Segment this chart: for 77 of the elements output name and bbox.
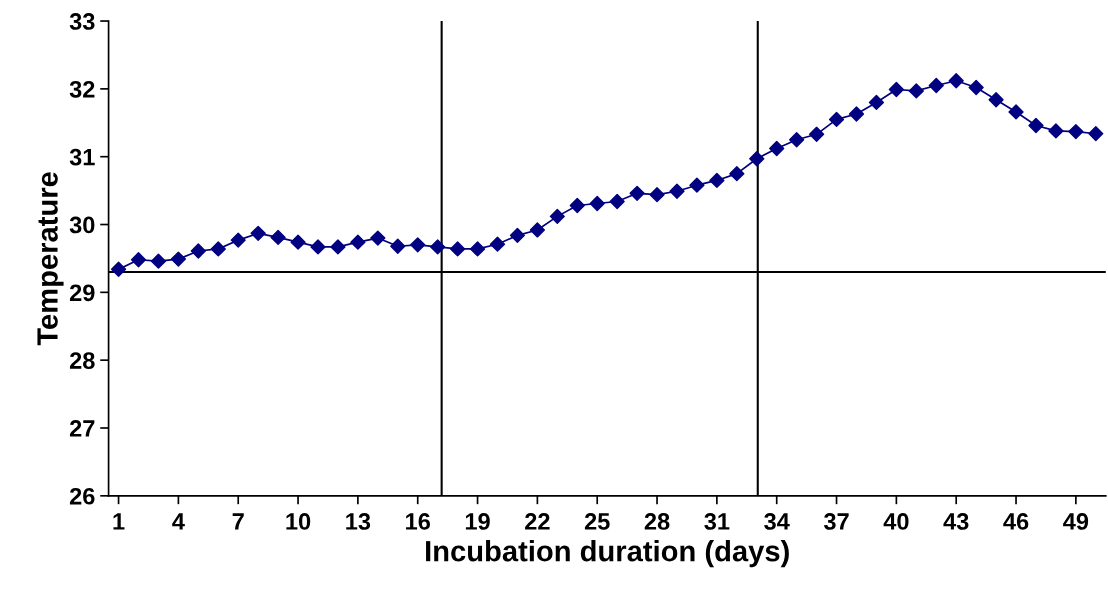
point — [828, 111, 845, 128]
x-tick-label: 25 — [584, 513, 610, 530]
point — [190, 243, 206, 259]
y-tick-label: 31 — [69, 148, 95, 166]
point — [210, 241, 226, 257]
point — [769, 140, 785, 157]
point — [469, 241, 486, 257]
point — [988, 92, 1004, 108]
x-tick-label: 22 — [525, 513, 550, 530]
point — [110, 261, 127, 277]
point — [549, 208, 565, 225]
x-tick-label: 34 — [764, 513, 790, 530]
point — [310, 239, 326, 255]
point — [569, 197, 585, 214]
y-axis-title: Temperature — [37, 172, 64, 346]
point — [290, 234, 306, 250]
point — [629, 185, 645, 201]
x-tick-label: 43 — [943, 513, 969, 530]
point — [330, 239, 346, 255]
point — [808, 126, 825, 142]
point — [1048, 123, 1064, 139]
point — [1008, 104, 1024, 120]
point — [868, 94, 885, 111]
point — [250, 225, 266, 241]
x-tick-label: 37 — [823, 513, 849, 530]
point — [649, 187, 665, 203]
point — [669, 183, 685, 199]
point — [948, 73, 964, 89]
x-tick-label: 1 — [113, 513, 125, 530]
point — [130, 252, 147, 268]
x-tick-label: 7 — [232, 513, 244, 530]
point — [410, 237, 426, 253]
x-tick-label: 40 — [883, 513, 909, 530]
point — [230, 232, 246, 248]
point — [848, 106, 865, 122]
point — [170, 251, 187, 267]
point — [689, 177, 705, 193]
point — [968, 79, 984, 96]
point — [1028, 117, 1044, 134]
x-tick-label: 49 — [1063, 513, 1089, 530]
point — [509, 227, 526, 244]
point — [270, 229, 286, 246]
point — [789, 132, 805, 148]
x-axis-title: Incubation duration (days) — [426, 540, 789, 568]
y-tick-label: 29 — [69, 284, 95, 302]
point — [1088, 125, 1104, 142]
y-tick-label: 32 — [69, 80, 95, 98]
y-tick-label: 27 — [69, 420, 95, 437]
point — [729, 166, 745, 182]
point — [390, 238, 406, 254]
x-tick-label: 10 — [286, 513, 311, 530]
point — [888, 81, 905, 98]
x-tick-label: 13 — [346, 513, 371, 530]
x-tick-label: 16 — [406, 513, 430, 530]
y-tick-label: 26 — [69, 487, 95, 505]
point — [430, 239, 446, 255]
point — [489, 236, 506, 252]
point — [589, 195, 605, 212]
point — [609, 193, 625, 210]
x-tick-label: 28 — [644, 513, 670, 530]
point — [928, 77, 944, 94]
y-tick-label: 30 — [69, 216, 95, 234]
point — [709, 172, 725, 189]
point — [370, 230, 386, 246]
y-tick-label: 28 — [69, 352, 95, 369]
y-tick-label: 33 — [69, 13, 95, 30]
point — [449, 241, 466, 257]
point — [749, 151, 765, 167]
point — [1068, 123, 1084, 140]
point — [908, 83, 924, 99]
point — [150, 253, 167, 269]
x-tick-label: 31 — [704, 513, 730, 530]
x-tick-label: 19 — [465, 513, 490, 530]
point — [529, 222, 546, 238]
x-tick-label: 46 — [1003, 513, 1029, 530]
x-tick-label: 4 — [172, 513, 185, 530]
point — [350, 234, 366, 250]
